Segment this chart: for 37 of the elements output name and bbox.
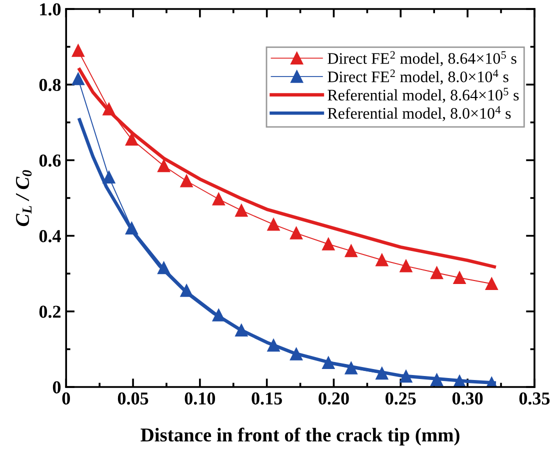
- point: [485, 278, 498, 290]
- legend-label: Referential model, 8.64×10$^{5}$ s: [328, 88, 519, 103]
- point: [180, 174, 193, 188]
- point: [430, 266, 444, 280]
- y-tick-label: 1.0: [40, 3, 61, 16]
- point: [158, 160, 170, 172]
- x-tick-label: 0.25: [386, 392, 416, 405]
- x-tick-label: 0.30: [452, 392, 483, 405]
- x-tick-label: 0: [62, 392, 70, 405]
- point: [72, 44, 84, 57]
- x-tick-label: 0.20: [318, 392, 349, 405]
- x-tick-label: 0.15: [252, 392, 282, 405]
- point: [322, 238, 335, 250]
- y-tick-label: 0.4: [39, 230, 61, 242]
- x-tick-label: 0.05: [118, 392, 148, 405]
- y-tick-label: 0.8: [39, 78, 61, 92]
- y-tick-label: 0.2: [39, 306, 60, 318]
- point: [453, 272, 466, 284]
- point: [72, 72, 84, 86]
- point: [125, 133, 138, 146]
- point: [267, 218, 280, 231]
- point: [212, 192, 225, 206]
- legend-label: Direct FE$^{2}$ model, 8.0×10$^{4}$ s: [328, 70, 508, 85]
- point: [376, 254, 388, 266]
- y-tick-label: 0: [52, 381, 61, 394]
- y-axis-title: C$_{L}$ / C$_{0}$: [16, 170, 32, 226]
- point: [102, 170, 116, 184]
- legend-label: Direct FE$^{2}$ model, 8.64×10$^{5}$ s: [328, 51, 516, 66]
- x-tick-label: 0.10: [184, 392, 216, 405]
- point: [400, 260, 412, 272]
- x-tick-label: 0.35: [519, 392, 550, 405]
- legend-label: Referential model, 8.0×10$^{4}$ s: [328, 106, 511, 122]
- y-tick-label: 0.6: [39, 154, 61, 167]
- x-axis-title: Distance in front of the crack tip (mm): [140, 428, 460, 446]
- point: [235, 204, 248, 217]
- point: [290, 226, 303, 240]
- point: [344, 244, 358, 258]
